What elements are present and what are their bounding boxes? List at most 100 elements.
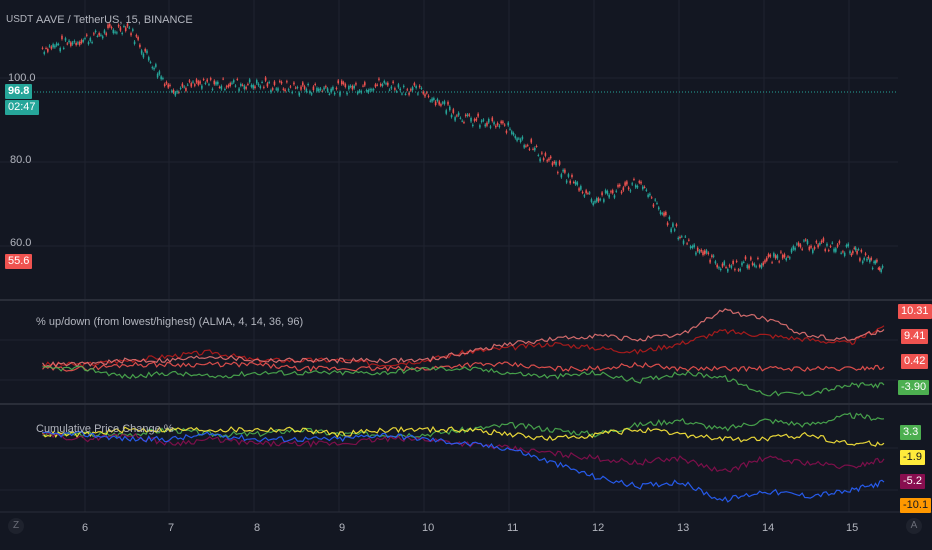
price-candle xyxy=(783,254,786,258)
price-candle xyxy=(367,89,370,93)
price-candle xyxy=(418,85,421,88)
price-candle xyxy=(420,87,423,89)
price-candle xyxy=(75,43,77,45)
price-candle xyxy=(238,88,240,91)
price-candle xyxy=(801,248,803,250)
price-candle xyxy=(873,261,875,264)
price-candle xyxy=(555,161,557,166)
price-candle xyxy=(824,249,827,251)
price-candle xyxy=(142,53,145,58)
price-candle xyxy=(93,33,95,35)
price-candle xyxy=(45,47,47,49)
price-candle xyxy=(151,67,154,69)
price-candle xyxy=(232,80,235,83)
price-candle xyxy=(657,207,660,210)
price-candle xyxy=(98,33,100,36)
auto-scale-button[interactable]: A xyxy=(906,518,922,534)
price-candle xyxy=(170,90,173,92)
price-candle xyxy=(333,92,336,95)
price-candle xyxy=(778,261,780,263)
price-candle xyxy=(542,158,545,161)
updown-series-2 xyxy=(42,361,885,373)
price-candle xyxy=(526,145,529,147)
price-candle xyxy=(326,88,329,92)
x-label-8: 8 xyxy=(254,522,261,534)
price-candle xyxy=(856,250,858,254)
price-candle xyxy=(796,243,798,245)
y-tick-80: 80.0 xyxy=(10,154,32,166)
price-candle xyxy=(530,139,533,143)
price-candle xyxy=(55,43,58,46)
price-candle xyxy=(819,243,821,245)
price-candle xyxy=(514,135,517,139)
price-candle xyxy=(698,250,701,253)
low-price-badge: 55.6 xyxy=(5,254,33,269)
price-candle xyxy=(250,84,253,87)
price-candle xyxy=(615,190,618,192)
price-candle xyxy=(741,262,743,266)
price-candle xyxy=(746,264,749,269)
price-candle xyxy=(592,202,595,205)
price-candle xyxy=(567,174,570,177)
x-label-10: 10 xyxy=(422,522,435,534)
price-candle xyxy=(371,89,373,91)
price-candle xyxy=(604,190,607,194)
price-candle xyxy=(183,86,185,88)
price-candle xyxy=(158,71,161,75)
price-candle xyxy=(149,62,152,64)
price-candle xyxy=(622,187,625,191)
price-candle xyxy=(574,181,577,185)
price-candle xyxy=(470,118,472,122)
price-candle xyxy=(495,125,497,128)
price-candle xyxy=(363,82,366,86)
price-candle xyxy=(401,93,403,95)
price-candle xyxy=(448,106,451,111)
price-candle xyxy=(410,89,412,91)
price-candle xyxy=(871,267,874,269)
price-candle xyxy=(859,258,861,261)
price-candle xyxy=(643,186,646,188)
price-candle xyxy=(546,160,548,162)
price-candle xyxy=(240,84,242,86)
price-candle xyxy=(537,155,540,157)
price-candle xyxy=(213,80,216,85)
price-candle xyxy=(195,79,198,83)
price-candle xyxy=(43,52,46,54)
price-candle xyxy=(105,33,108,36)
price-candle xyxy=(652,204,655,207)
price-candle xyxy=(293,82,295,85)
price-candle xyxy=(804,239,807,241)
price-candle xyxy=(595,198,598,202)
price-candle xyxy=(85,34,88,36)
price-candle xyxy=(659,211,662,214)
price-candle xyxy=(218,86,221,88)
price-candle xyxy=(751,262,754,265)
price-candle xyxy=(312,86,315,91)
x-label-9: 9 xyxy=(339,522,346,534)
price-candle xyxy=(860,249,863,252)
price-candle xyxy=(613,195,616,198)
price-candle xyxy=(505,130,508,133)
price-candle xyxy=(264,77,267,81)
price-candle xyxy=(387,82,389,86)
price-candle xyxy=(876,259,878,262)
price-candle xyxy=(139,44,141,48)
price-candle xyxy=(199,81,201,84)
price-candle xyxy=(853,247,856,249)
price-candle xyxy=(457,112,460,116)
price-candle xyxy=(480,120,483,123)
price-candle xyxy=(47,49,49,52)
price-candle xyxy=(181,83,184,87)
x-label-14: 14 xyxy=(762,522,775,534)
left-axis-button[interactable]: Z xyxy=(8,518,24,534)
price-candle xyxy=(877,268,880,270)
price-candle xyxy=(395,91,398,93)
price-candle xyxy=(712,255,715,257)
price-candle xyxy=(528,148,531,150)
price-candle xyxy=(445,110,448,114)
price-candle xyxy=(587,193,589,195)
price-candle xyxy=(280,81,283,84)
price-candle xyxy=(794,247,796,250)
price-candle xyxy=(317,88,320,92)
price-candle xyxy=(101,36,104,39)
